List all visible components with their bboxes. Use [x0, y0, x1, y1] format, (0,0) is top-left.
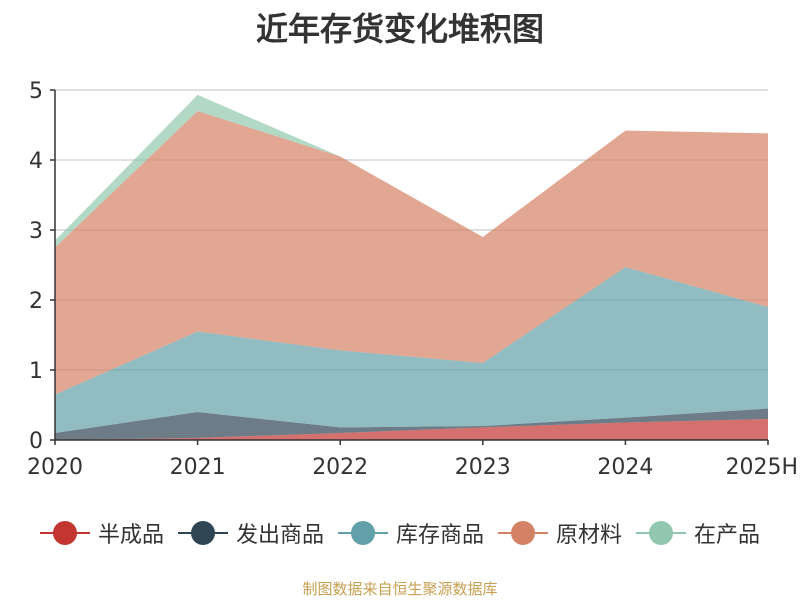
legend-item[interactable]: 库存商品	[337, 517, 484, 549]
legend-item[interactable]: 原材料	[498, 517, 622, 549]
y-tick-label: 1	[29, 359, 43, 384]
legend-swatch	[337, 520, 388, 546]
x-tick-label: 2024	[597, 455, 653, 480]
legend-dot	[52, 521, 77, 545]
area-series-3	[55, 111, 768, 395]
legend-item[interactable]: 发出商品	[177, 517, 324, 549]
x-tick-label: 2021	[170, 455, 226, 480]
legend-dot	[649, 521, 674, 545]
y-tick-label: 2	[29, 289, 43, 314]
legend-dot	[511, 521, 535, 545]
area-layer	[55, 94, 768, 440]
legend-label: 原材料	[556, 523, 623, 548]
axes	[50, 89, 769, 445]
x-tick-label: 2020	[27, 455, 83, 480]
legend-dot	[350, 521, 375, 545]
legend-swatch	[498, 520, 548, 546]
legend-item[interactable]: 半成品	[39, 517, 164, 549]
legend-label: 发出商品	[235, 523, 324, 548]
legend-dot	[190, 521, 215, 545]
legend-label: 库存商品	[395, 523, 484, 548]
x-tick-label: 2022	[312, 455, 368, 480]
legend-swatch	[636, 520, 687, 546]
chart-title: 近年存货变化堆积图	[255, 10, 544, 48]
x-tick-label: 2023	[455, 455, 511, 480]
legend-label: 在产品	[694, 523, 761, 548]
area-series-1	[55, 408, 768, 440]
y-tick-label: 0	[29, 429, 43, 454]
area-series-2	[55, 267, 768, 433]
y-tick-label: 5	[29, 79, 43, 104]
area-series-0	[55, 419, 768, 440]
y-tick-label: 4	[29, 149, 43, 174]
y-tick-label: 3	[29, 219, 43, 244]
source-footer: 制图数据来自恒生聚源数据库	[302, 580, 498, 598]
legend-swatch	[177, 520, 228, 546]
x-tick-label: 2025H	[725, 455, 798, 480]
legend-label: 半成品	[97, 523, 164, 548]
tick-labels: 0 1 2 3 4 5 2020 2021 2022 2023 2024 2025H	[27, 79, 798, 480]
legend: 半成品 发出商品 库存商品 原材料 在产品	[0, 516, 800, 550]
legend-swatch	[39, 520, 90, 546]
legend-item[interactable]: 在产品	[636, 517, 760, 549]
